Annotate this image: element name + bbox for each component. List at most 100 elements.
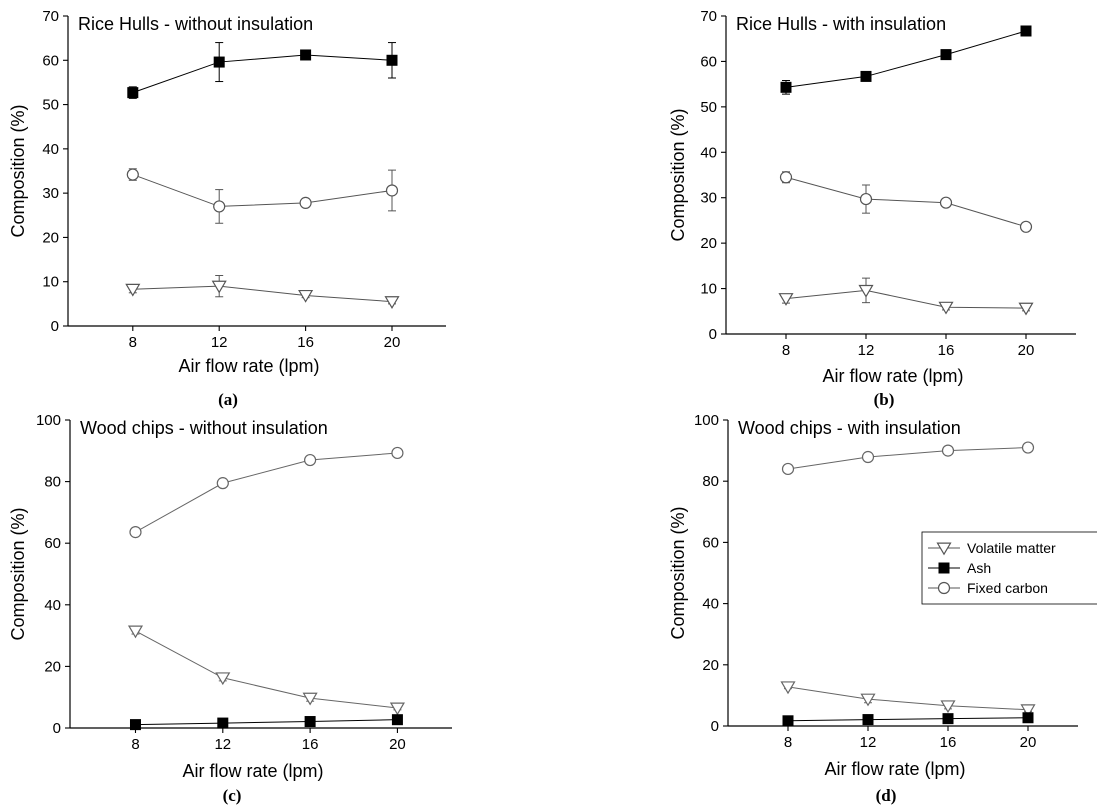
x-tick-label: 16: [297, 334, 314, 351]
legend-label: Ash: [967, 560, 991, 576]
series-line: [132, 285, 393, 303]
y-tick-label: 30: [700, 190, 717, 207]
y-tick-label: 70: [42, 8, 59, 25]
x-tick-label: 12: [214, 736, 231, 753]
data-point: [299, 196, 312, 209]
series-fixed-carbon: [779, 171, 1033, 233]
y-tick-label: 0: [711, 718, 719, 735]
legend-label: Fixed carbon: [967, 580, 1048, 596]
x-tick-label: 8: [782, 342, 790, 359]
data-point: [940, 700, 956, 714]
data-point: [860, 693, 876, 707]
y-tick-label: 40: [702, 596, 719, 613]
data-point: [391, 714, 403, 726]
data-point: [1020, 25, 1032, 37]
data-point: [213, 56, 225, 68]
series-line: [132, 54, 393, 94]
series-ash: [782, 712, 1034, 727]
series-ash: [127, 42, 398, 99]
y-tick-label: 60: [42, 52, 59, 69]
series-fixed-carbon: [126, 168, 399, 224]
y-tick-label: 20: [702, 657, 719, 674]
data-point: [778, 293, 794, 306]
series-fixed-carbon: [129, 446, 404, 539]
panel-title: Wood chips - with insulation: [738, 418, 961, 438]
data-point: [861, 450, 875, 464]
data-point: [942, 713, 954, 725]
x-axis-title: Air flow rate (lpm): [822, 366, 963, 386]
data-point: [389, 702, 405, 716]
data-point: [125, 283, 141, 297]
x-tick-label: 12: [211, 334, 228, 351]
series-volatile-matter: [127, 625, 405, 716]
data-point: [1018, 302, 1034, 316]
data-point: [1021, 441, 1035, 454]
data-point: [129, 719, 141, 731]
y-tick-label: 10: [700, 281, 717, 298]
data-point: [858, 284, 874, 298]
data-point: [781, 462, 795, 476]
data-point: [779, 171, 793, 184]
data-point: [127, 87, 139, 99]
y-axis-title: Composition (%): [668, 108, 688, 241]
chart-panel-4: 0 20 40 60 80 100 8 12 16 20 Wood chips - with ins…: [668, 412, 1097, 805]
data-point: [386, 54, 398, 66]
x-tick-label: 8: [131, 736, 139, 753]
legend-marker: [937, 581, 951, 595]
x-tick-label: 20: [1020, 734, 1037, 751]
data-point: [304, 453, 317, 467]
x-tick-label: 20: [384, 334, 401, 351]
chart-panel-2: 0 10 20 30 40 50 60 70 8 12 16 20 Rice Hulls - with …: [668, 8, 1076, 409]
y-tick-label: 40: [700, 144, 717, 161]
y-tick-label: 100: [694, 412, 719, 429]
panel-title: Wood chips - without insulation: [80, 418, 328, 438]
y-axis-title: Composition (%): [8, 104, 28, 237]
y-tick-label: 20: [700, 235, 717, 252]
legend-label: Volatile matter: [967, 540, 1056, 556]
data-point: [391, 446, 404, 460]
data-point: [385, 184, 399, 197]
series-line: [787, 686, 1029, 711]
x-axis-title: Air flow rate (lpm): [178, 356, 319, 376]
data-point: [304, 716, 316, 728]
legend-marker: [938, 562, 950, 574]
x-tick-label: 8: [129, 334, 137, 351]
data-point: [1019, 220, 1033, 233]
data-point: [862, 714, 874, 726]
series-ash: [780, 25, 1032, 95]
x-axis-title: Air flow rate (lpm): [182, 761, 323, 781]
y-tick-label: 80: [702, 473, 719, 490]
x-tick-label: 12: [860, 734, 877, 751]
data-point: [211, 280, 227, 294]
data-point: [780, 681, 796, 695]
series-line: [135, 719, 398, 726]
panel-title: Rice Hulls - without insulation: [78, 14, 313, 34]
x-tick-label: 16: [940, 734, 957, 751]
panel-label: (d): [876, 786, 897, 805]
y-tick-label: 30: [42, 185, 59, 202]
y-tick-label: 60: [700, 53, 717, 70]
series-line: [785, 30, 1027, 88]
data-point: [217, 717, 229, 729]
data-point: [782, 715, 794, 727]
y-tick-label: 0: [709, 326, 717, 343]
chart-panel-3: 0 20 40 60 80 100 8 12 16 20 Wood chips - without …: [8, 412, 452, 805]
series-line: [135, 630, 398, 709]
data-point: [300, 49, 312, 61]
data-point: [298, 289, 314, 303]
x-tick-label: 20: [389, 736, 406, 753]
data-point: [213, 200, 226, 213]
data-point: [127, 625, 144, 639]
y-tick-label: 0: [51, 318, 59, 335]
x-tick-label: 16: [302, 736, 319, 753]
legend-marker: [936, 542, 952, 556]
y-tick-label: 60: [44, 535, 61, 552]
data-point: [859, 192, 873, 206]
panel-label: (c): [223, 786, 242, 805]
panel-title: Rice Hulls - with insulation: [736, 14, 946, 34]
data-point: [215, 672, 231, 686]
series-line: [785, 289, 1027, 309]
series-line: [787, 717, 1029, 722]
data-point: [940, 49, 952, 61]
series-line: [132, 174, 393, 207]
